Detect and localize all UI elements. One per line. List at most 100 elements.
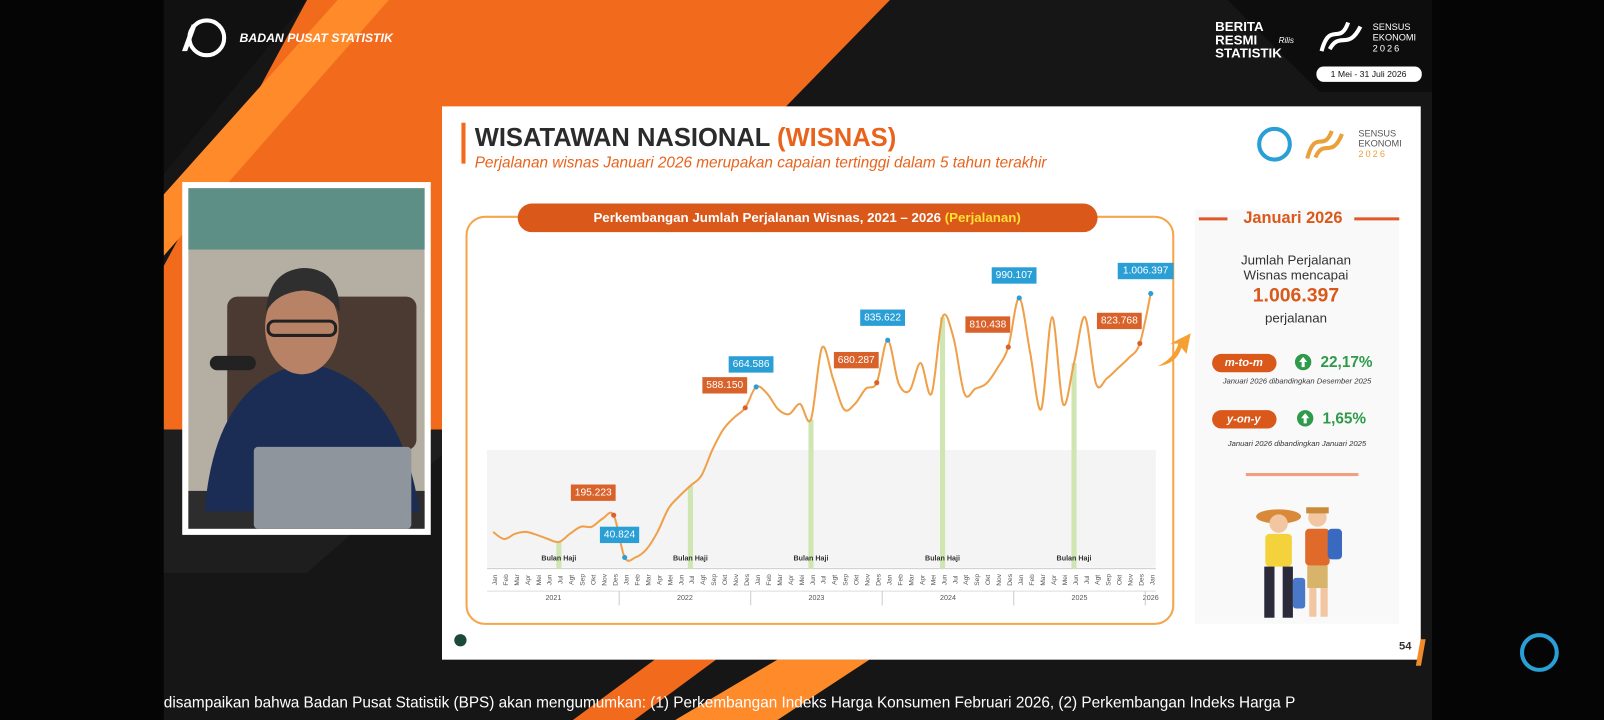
- value-label: 664.586: [733, 359, 770, 370]
- x-tick-label: Jan: [492, 574, 499, 585]
- x-tick-label: Sep: [843, 574, 850, 586]
- x-tick-label: Jul: [689, 575, 696, 584]
- panel-unit: perjalanan: [1265, 311, 1327, 326]
- plot-shade: [487, 450, 1156, 568]
- x-tick-label: Agt: [1095, 575, 1102, 585]
- x-tick-label: Nov: [733, 573, 740, 585]
- chart-title: Perkembangan Jumlah Perjalanan Wisnas, 2…: [593, 209, 1020, 224]
- year-label: 2022: [677, 594, 693, 602]
- x-tick-label: Jan: [623, 574, 630, 585]
- x-tick-label: Mei: [667, 574, 674, 585]
- x-tick-label: Mar: [1040, 573, 1047, 585]
- brs-text: RESMI: [1215, 32, 1257, 47]
- bps-logo: [1257, 126, 1292, 162]
- x-tick-label: Okt: [985, 575, 992, 585]
- haji-bar: [808, 419, 814, 569]
- x-tick-label: Agt: [963, 575, 970, 585]
- chart: Jan Feb Mar Apr Mei Jun Jul Agt Sep Okt Nov Des Jan F…: [492, 262, 1174, 606]
- x-tick-label: Apr: [656, 574, 663, 585]
- panel-heading: Januari 2026: [1243, 209, 1342, 227]
- label-box: [991, 267, 1037, 284]
- x-tick-label: Mar: [908, 573, 915, 585]
- sensus-logo: [1319, 21, 1363, 52]
- label-box: [1117, 262, 1174, 280]
- x-tick-label: Jun: [1073, 574, 1080, 585]
- point: [1005, 344, 1011, 350]
- x-tick-label: Mei: [1062, 574, 1069, 585]
- x-tick-label: Des: [876, 573, 883, 585]
- sensus-text: 2026: [1358, 149, 1387, 159]
- label-box: [860, 309, 905, 326]
- x-tick-label: Okt: [1117, 575, 1124, 585]
- x-tick-label: Jul: [821, 575, 828, 584]
- x-tick-label: Jan: [755, 574, 762, 585]
- x-tick-label: Okt: [722, 575, 729, 585]
- bps-logo: [1415, 633, 1559, 672]
- yoy-value: 1,65%: [1323, 410, 1367, 427]
- x-tick-label: Nov: [602, 573, 609, 585]
- icon: [454, 634, 467, 647]
- chart-title-unit: (Perjalanan): [945, 209, 1021, 224]
- value-label: 588.150: [706, 380, 743, 391]
- label-box: [1096, 312, 1142, 330]
- x-tick-label: Sep: [974, 574, 981, 586]
- year-label: 2023: [809, 594, 825, 602]
- chart-title-pill: [517, 203, 1098, 233]
- value-label: 990.107: [996, 270, 1033, 281]
- x-tick-label: Feb: [634, 574, 641, 586]
- orange-stripe: [675, 659, 870, 720]
- year-label: 2021: [545, 594, 561, 602]
- x-tick-label: Jun: [547, 574, 554, 585]
- x-tick-label: Sep: [1106, 574, 1113, 586]
- slide-title: WISATAWAN NASIONAL (WISNAS): [475, 124, 896, 152]
- x-tick-label: Mei: [536, 574, 543, 585]
- x-tick-label: Des: [612, 573, 619, 585]
- x-tick-label: Agt: [832, 575, 839, 585]
- period-pill: [1316, 66, 1422, 82]
- point: [874, 380, 880, 386]
- x-tick-label: Jan: [1150, 574, 1157, 585]
- bps-logo: [182, 18, 227, 58]
- point: [1137, 340, 1143, 346]
- mtm-label: m-to-m: [1225, 357, 1263, 369]
- label-box: [728, 356, 774, 373]
- point: [742, 405, 748, 411]
- x-tick-label: Apr: [919, 574, 926, 585]
- x-tick-label: Jan: [887, 574, 894, 585]
- x-tick-label: Des: [1139, 573, 1146, 585]
- yoy-note: Januari 2026 dibandingkan Januari 2025: [1227, 439, 1367, 448]
- haji-bar: [687, 485, 693, 569]
- value-label: 40.824: [604, 530, 636, 541]
- period-text: 1 Mei - 31 Juli 2026: [1331, 69, 1407, 79]
- webcam: [182, 182, 431, 535]
- x-tick-label: Des: [744, 573, 751, 585]
- travelers-illustration: [1256, 507, 1342, 618]
- x-tick-label: Feb: [503, 574, 510, 586]
- x-tick-label: Mei: [799, 574, 806, 585]
- haji-label: Bulan Haji: [794, 554, 829, 562]
- label-box: [599, 526, 640, 544]
- mtm-note: Januari 2026 dibandingkan Desember 2025: [1222, 377, 1372, 386]
- x-tick-label: Nov: [865, 573, 872, 585]
- sensus-text: SENSUS: [1373, 22, 1411, 32]
- title-main: WISATAWAN NASIONAL: [475, 124, 777, 152]
- sensus-text: 2026: [1373, 44, 1402, 54]
- sensus-logo: [1305, 130, 1344, 160]
- dark-shape: [163, 0, 307, 174]
- panel-text: Wisnas mencapai: [1244, 268, 1349, 283]
- haji-label: Bulan Haji: [673, 554, 708, 562]
- x-tick-label: Apr: [525, 574, 532, 585]
- haji-bar: [939, 317, 946, 569]
- brs-text: STATISTIK: [1215, 46, 1282, 61]
- x-tick-label: Agt: [700, 575, 707, 585]
- brs-script: Rilis: [1279, 36, 1294, 45]
- x-tick-label: Apr: [1051, 574, 1058, 585]
- x-tick-label: Mei: [930, 574, 937, 585]
- mtm-pill: [1212, 353, 1277, 373]
- x-tick-label: Sep: [711, 574, 718, 586]
- org-name: BADAN PUSAT STATISTIK: [240, 31, 394, 45]
- haji-bar: [556, 542, 562, 569]
- page-number: 54: [1399, 640, 1412, 652]
- label-box: [702, 377, 748, 394]
- orange-stripe: [572, 659, 717, 720]
